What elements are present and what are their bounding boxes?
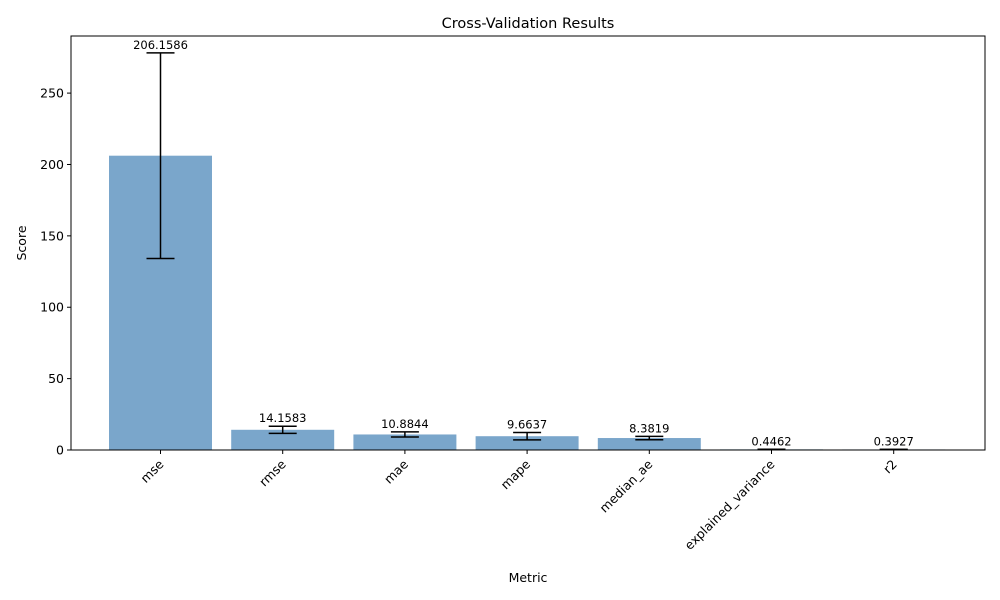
x-axis: mse rmse mae mape median_ae explained_varianc… (137, 450, 900, 553)
value-label-r2: 0.3927 (874, 434, 914, 448)
x-axis-label: Metric (509, 570, 548, 585)
y-tick-label: 50 (48, 371, 64, 386)
x-tick-label-rmse: rmse (256, 456, 289, 489)
value-label-rmse: 14.1583 (259, 411, 307, 425)
y-tick-label: 200 (40, 157, 64, 172)
y-tick-label: 150 (40, 228, 64, 243)
x-tick-label-mape: mape (498, 456, 534, 492)
value-label-mse: 206.1586 (133, 38, 188, 52)
bar-median_ae (597, 438, 701, 450)
value-label-median_ae: 8.3819 (629, 421, 669, 435)
y-tick-label: 100 (40, 300, 64, 315)
y-axis-label: Score (14, 225, 29, 260)
value-label-explained_variance: 0.4462 (751, 434, 791, 448)
value-label-mape: 9.6637 (507, 417, 547, 431)
bar-mae (353, 434, 457, 450)
chart-title: Cross-Validation Results (442, 16, 615, 32)
x-tick-label-mae: mae (381, 456, 411, 486)
y-axis: 0 50 100 150 200 250 (40, 86, 71, 458)
bar-mape (475, 436, 579, 450)
bar-rmse (231, 429, 335, 450)
value-label-mae: 10.8844 (381, 417, 429, 431)
x-tick-label-r2: r2 (880, 457, 900, 477)
plot-area: 206.1586 14.1583 10.8844 9.6637 8.3819 0.4462… (109, 38, 946, 451)
x-tick-label-mse: mse (137, 456, 166, 485)
x-tick-label-explained_variance: explained_variance (681, 456, 777, 552)
x-tick-label-median_ae: median_ae (596, 456, 655, 515)
y-tick-label: 250 (40, 86, 64, 101)
plot-frame (70, 35, 986, 451)
y-tick-label: 0 (56, 443, 64, 458)
